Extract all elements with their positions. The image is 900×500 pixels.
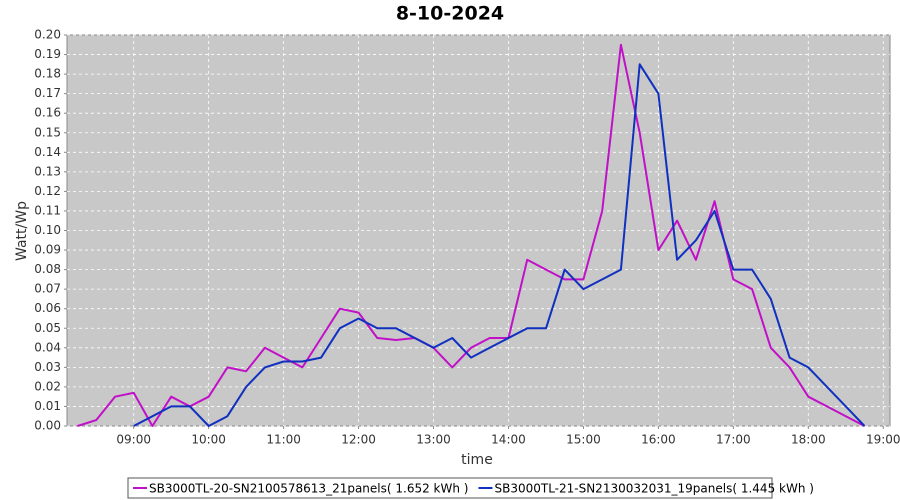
- x-tick-label: 10:00: [191, 433, 226, 447]
- y-tick-label: 0.20: [34, 28, 61, 42]
- y-tick-label: 0.00: [34, 419, 61, 433]
- y-tick-label: 0.01: [34, 399, 61, 413]
- y-tick-label: 0.02: [34, 379, 61, 393]
- y-tick-label: 0.13: [34, 164, 61, 178]
- x-tick-label: 18:00: [791, 433, 826, 447]
- x-tick-label: 09:00: [116, 433, 151, 447]
- y-tick-label: 0.17: [34, 86, 61, 100]
- y-tick-label: 0.15: [34, 125, 61, 139]
- x-axis-label: time: [461, 452, 493, 468]
- chart-title: 8-10-2024: [396, 3, 504, 25]
- y-tick-label: 0.19: [34, 47, 61, 61]
- y-tick-label: 0.12: [34, 184, 61, 198]
- plot-area: [66, 34, 891, 427]
- x-tick-label: 11:00: [266, 433, 301, 447]
- x-tick-label: 13:00: [416, 433, 451, 447]
- y-tick-label: 0.07: [34, 282, 61, 296]
- x-tick-label: 14:00: [491, 433, 526, 447]
- y-tick-label: 0.05: [34, 321, 61, 335]
- y-tick-label: 0.11: [34, 203, 61, 217]
- x-tick-label: 16:00: [641, 433, 676, 447]
- legend-label: SB3000TL-20-SN2100578613_21panels( 1.652…: [149, 482, 468, 496]
- y-tick-label: 0.10: [34, 223, 61, 237]
- y-tick-label: 0.04: [34, 340, 61, 354]
- x-tick-label: 12:00: [341, 433, 376, 447]
- y-tick-label: 0.06: [34, 301, 61, 315]
- x-tick-label: 17:00: [716, 433, 751, 447]
- y-tick-label: 0.03: [34, 360, 61, 374]
- y-tick-label: 0.16: [34, 106, 61, 120]
- y-tick-label: 0.09: [34, 243, 61, 257]
- y-axis-label: Watt/Wp: [14, 201, 30, 261]
- y-tick-label: 0.08: [34, 262, 61, 276]
- series-line: [77, 43, 865, 427]
- legend-label: SB3000TL-21-SN2130032031_19panels( 1.445…: [494, 482, 813, 496]
- legend-box: [127, 477, 773, 499]
- y-tick-label: 0.14: [34, 145, 61, 159]
- x-tick-label: 19:00: [866, 433, 900, 447]
- y-tick-label: 0.18: [34, 67, 61, 81]
- series-line: [133, 63, 866, 427]
- x-tick-label: 15:00: [566, 433, 601, 447]
